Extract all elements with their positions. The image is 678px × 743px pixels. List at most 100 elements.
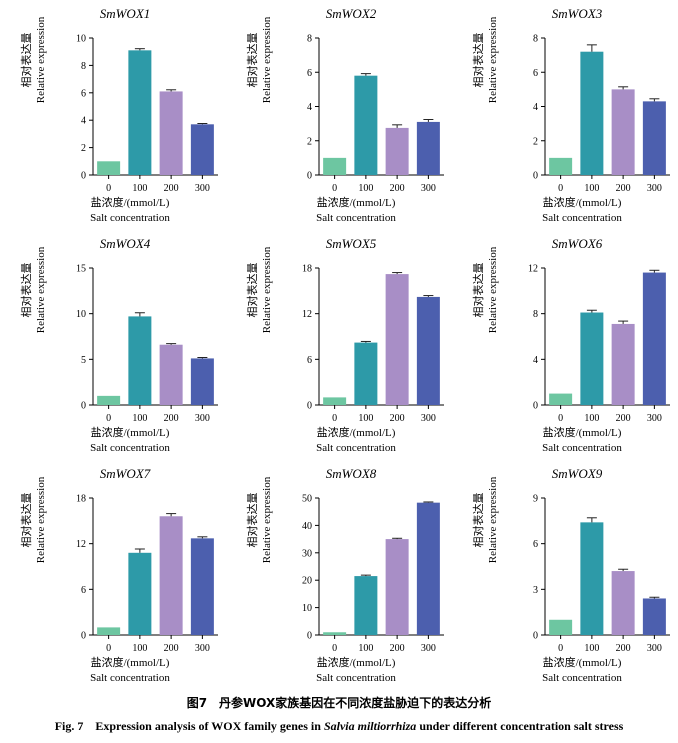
- x-tick-label: 300: [195, 183, 210, 194]
- y-tick-label: 6: [307, 68, 312, 79]
- bar-100: [580, 522, 604, 635]
- x-tick-label: 100: [132, 643, 147, 654]
- panel-title: SmWOX2: [325, 6, 377, 21]
- y-axis-label: 相对表达量 Relative expression: [247, 246, 273, 334]
- x-tick-label: 0: [106, 643, 111, 654]
- x-tick-label: 300: [647, 643, 662, 654]
- bar-300: [190, 538, 214, 635]
- bar-chart-smwox7: 0 6 12 18 0 100 200 300: [76, 494, 218, 654]
- bar-300: [190, 358, 214, 405]
- x-axis-label: 盐浓度/(mmol/L) Salt concentration: [316, 197, 396, 224]
- bar-100: [128, 316, 152, 405]
- y-tick-label: 4: [533, 355, 538, 366]
- panel-title: SmWOX7: [99, 466, 151, 481]
- bar-100: [354, 576, 378, 635]
- x-tick-label: 0: [332, 413, 337, 424]
- x-tick-label: 100: [584, 643, 599, 654]
- y-tick-label: 6: [533, 68, 538, 79]
- bar-0: [549, 393, 573, 405]
- figure-caption-english: Fig. 7 Expression analysis of WOX family…: [54, 719, 624, 733]
- bar-chart-smwox3: 0 2 4 6 8 0 100 200 300: [533, 34, 670, 194]
- x-tick-label: 200: [390, 413, 405, 424]
- x-tick-label: 200: [164, 183, 179, 194]
- y-axis-label: 相对表达量 Relative expression: [21, 246, 47, 334]
- bar-300: [190, 124, 214, 175]
- y-tick-label: 0: [533, 631, 538, 642]
- y-tick-label: 6: [81, 88, 86, 99]
- x-tick-label: 100: [584, 183, 599, 194]
- x-axis-label: 盐浓度/(mmol/L) Salt concentration: [90, 427, 170, 454]
- bar-100: [580, 51, 604, 176]
- bar-100: [354, 342, 378, 405]
- y-tick-label: 10: [302, 603, 312, 614]
- panel-title: SmWOX1: [99, 6, 151, 21]
- y-tick-label: 0: [307, 401, 312, 412]
- x-tick-label: 300: [195, 413, 210, 424]
- x-tick-label: 300: [647, 183, 662, 194]
- x-axis-label: 盐浓度/(mmol/L) Salt concentration: [542, 657, 622, 684]
- bar-chart-smwox5: 0 6 12 18 0 100 200 300: [302, 264, 444, 424]
- y-tick-label: 12: [76, 539, 86, 550]
- y-tick-label: 10: [76, 309, 86, 320]
- bar-200: [159, 91, 183, 175]
- y-tick-label: 40: [302, 521, 312, 532]
- x-tick-label: 100: [358, 413, 373, 424]
- x-tick-label: 0: [558, 413, 563, 424]
- y-axis-label: 相对表达量 Relative expression: [21, 16, 47, 104]
- bar-100: [128, 50, 152, 175]
- y-tick-label: 3: [533, 585, 538, 596]
- x-tick-label: 300: [421, 183, 436, 194]
- x-tick-label: 100: [132, 413, 147, 424]
- y-tick-label: 2: [307, 136, 312, 147]
- bar-0: [323, 397, 347, 405]
- bar-0: [549, 619, 573, 635]
- chart-panel-smwox5: SmWOX5 0 6 12 18 0 100 200 300 相对表达量 Relative ex…: [226, 230, 452, 460]
- chart-panel-smwox7: SmWOX7 0 6 12 18 0 100 200 300 相对表达量 Relative ex…: [0, 460, 226, 690]
- panel-title: SmWOX3: [551, 6, 603, 21]
- y-tick-label: 20: [302, 576, 312, 587]
- y-tick-label: 15: [76, 264, 86, 275]
- x-tick-label: 0: [558, 643, 563, 654]
- y-tick-label: 10: [76, 34, 86, 45]
- bar-200: [159, 516, 183, 635]
- bar-300: [416, 502, 440, 635]
- bar-0: [323, 157, 347, 175]
- y-tick-label: 18: [76, 494, 86, 505]
- bar-200: [385, 539, 409, 635]
- bar-300: [642, 272, 666, 405]
- chart-panel-smwox1: SmWOX1 0 2 4 6 8 10 0 100 200 300 相对表达量 Relative e…: [0, 0, 226, 230]
- x-tick-label: 0: [332, 183, 337, 194]
- y-tick-label: 4: [307, 102, 312, 113]
- x-tick-label: 300: [421, 413, 436, 424]
- bar-0: [97, 395, 121, 405]
- bar-chart-smwox9: 0 3 6 9 0 100 200 300: [533, 494, 670, 654]
- y-tick-label: 8: [307, 34, 312, 45]
- y-tick-label: 6: [81, 585, 86, 596]
- y-tick-label: 4: [533, 102, 538, 113]
- y-axis-label: 相对表达量 Relative expression: [21, 476, 47, 564]
- x-tick-label: 200: [616, 183, 631, 194]
- panel-title: SmWOX8: [325, 466, 377, 481]
- panel-title: SmWOX4: [99, 236, 151, 251]
- y-tick-label: 18: [302, 264, 312, 275]
- y-tick-label: 0: [307, 171, 312, 182]
- x-tick-label: 100: [132, 183, 147, 194]
- x-tick-label: 200: [164, 413, 179, 424]
- bar-0: [323, 632, 347, 635]
- x-tick-label: 200: [390, 183, 405, 194]
- y-axis-label: 相对表达量 Relative expression: [247, 476, 273, 564]
- bar-100: [128, 552, 152, 635]
- y-tick-label: 5: [81, 355, 86, 366]
- bar-200: [159, 344, 183, 405]
- x-tick-label: 0: [332, 643, 337, 654]
- y-tick-label: 2: [533, 136, 538, 147]
- panel-title: SmWOX9: [551, 466, 603, 481]
- bar-200: [611, 89, 635, 175]
- bar-300: [416, 296, 440, 405]
- bar-0: [97, 627, 121, 635]
- x-tick-label: 0: [558, 183, 563, 194]
- bar-100: [580, 312, 604, 405]
- y-tick-label: 12: [528, 264, 538, 275]
- x-tick-label: 300: [647, 413, 662, 424]
